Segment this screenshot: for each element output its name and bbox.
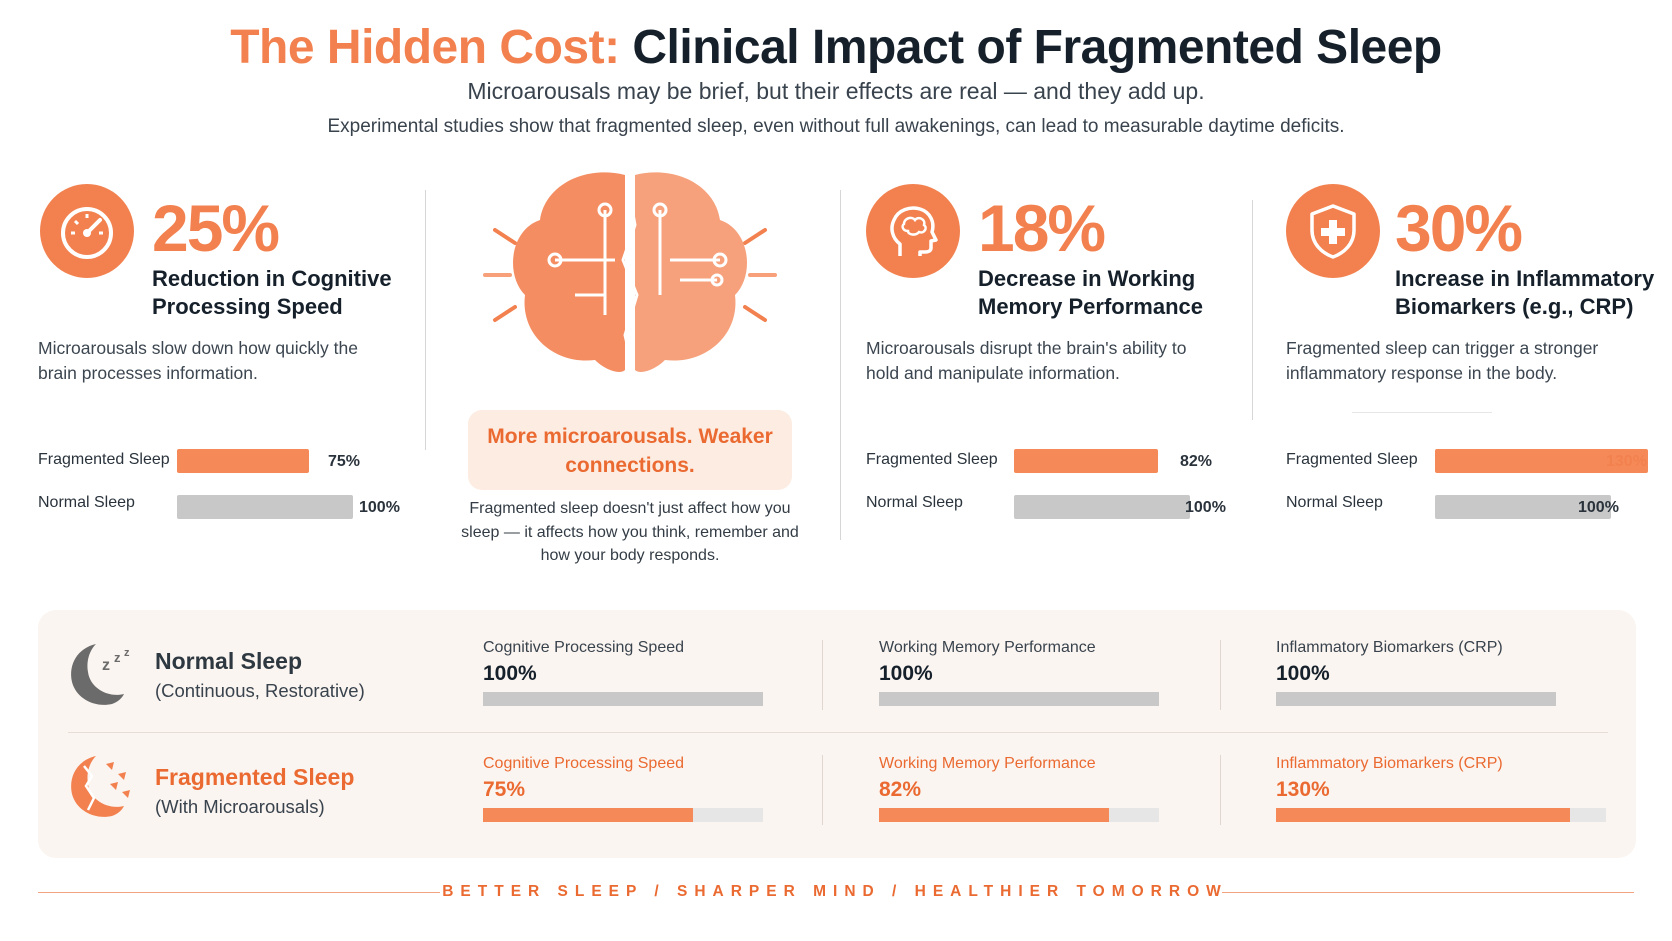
bar-value-normal: 100% <box>1578 499 1619 516</box>
bar-label-fragmented: Fragmented Sleep <box>866 451 998 468</box>
moon-zzz-icon: z z z <box>62 640 140 710</box>
footer-rule <box>1222 892 1634 893</box>
progress-track <box>1276 808 1606 822</box>
normal-sleep-subtitle: (Continuous, Restorative) <box>155 680 365 701</box>
bar-fragmented-memory <box>1014 449 1158 473</box>
column-divider <box>1220 640 1221 710</box>
metric-label: Cognitive Processing Speed <box>483 639 685 656</box>
title-main: Clinical Impact of Fragmented Sleep <box>632 21 1442 74</box>
progress-track <box>879 808 1159 822</box>
stat-label-inflammatory: Increase in Inflammatory Biomarkers (e.g… <box>1395 266 1655 319</box>
title-accent: The Hidden Cost: <box>230 21 620 74</box>
bar-value-fragmented: 130% <box>1606 453 1647 470</box>
stat-label-cognitive: Reduction in Cognitive Processing Speed <box>152 266 392 319</box>
row-divider <box>68 732 1608 733</box>
metric-label: Cognitive Processing Speed <box>483 755 685 772</box>
stat-desc-cognitive: Microarousals slow down how quickly the … <box>38 338 358 383</box>
bar-value-normal: 100% <box>359 499 400 516</box>
svg-text:z: z <box>124 647 130 659</box>
head-brain-icon <box>866 184 960 278</box>
subtitle: Microarousals may be brief, but their ef… <box>467 78 1205 104</box>
metric-value: 82% <box>879 778 922 801</box>
bar-value-fragmented: 75% <box>328 453 361 470</box>
bar-label-normal: Normal Sleep <box>866 494 963 511</box>
bar-fragmented-inflammatory <box>1435 449 1648 473</box>
speedometer-icon <box>40 184 134 278</box>
footer-rule <box>38 892 440 893</box>
metric-label: Inflammatory Biomarkers (CRP) <box>1276 639 1503 656</box>
divider <box>1352 412 1492 413</box>
progress-track <box>1276 692 1556 706</box>
metric-label: Working Memory Performance <box>879 755 1096 772</box>
bar-fragmented-cognitive <box>177 449 309 473</box>
column-divider <box>1252 200 1253 420</box>
footer-tagline: BETTER SLEEP / SHARPER MIND / HEALTHIER … <box>442 883 1228 900</box>
progress-track <box>879 692 1159 706</box>
bar-label-normal: Normal Sleep <box>1286 494 1383 511</box>
metric-label: Working Memory Performance <box>879 639 1096 656</box>
brain-icon <box>455 165 805 385</box>
stat-desc-inflammatory: Fragmented sleep can trigger a stronger … <box>1286 338 1599 383</box>
normal-sleep-title: Normal Sleep <box>155 648 302 674</box>
column-divider <box>1220 755 1221 825</box>
callout-description: Fragmented sleep doesn't just affect how… <box>461 500 799 564</box>
shield-plus-icon <box>1286 184 1380 278</box>
column-divider <box>425 190 426 450</box>
stat-percent-cognitive: 25% <box>152 191 280 265</box>
progress-fill-normal-inflammatory <box>1276 692 1556 706</box>
bar-normal-inflammatory <box>1435 495 1611 519</box>
metric-value: 100% <box>879 662 933 685</box>
page-title: The Hidden Cost: Clinical Impact of Frag… <box>0 20 1672 75</box>
column-divider <box>822 755 823 825</box>
metric-value: 100% <box>1276 662 1330 685</box>
broken-moon-icon <box>62 752 140 824</box>
column-divider <box>840 190 841 540</box>
stat-desc-memory: Microarousals disrupt the brain's abilit… <box>866 338 1187 383</box>
intro-text: Experimental studies show that fragmente… <box>327 116 1345 137</box>
bar-normal-cognitive <box>177 495 353 519</box>
bar-value-fragmented: 82% <box>1180 453 1213 470</box>
metric-value: 130% <box>1276 778 1330 801</box>
metric-value: 75% <box>483 778 526 801</box>
bar-label-fragmented: Fragmented Sleep <box>38 451 170 468</box>
svg-text:z: z <box>114 650 121 665</box>
progress-fill-fragmented-memory <box>879 808 1109 822</box>
callout-box: More microarousals. Weaker connections. <box>468 410 792 490</box>
stat-percent-inflammatory: 30% <box>1395 191 1523 265</box>
stat-percent-memory: 18% <box>978 191 1106 265</box>
fragmented-sleep-title: Fragmented Sleep <box>155 764 355 790</box>
bar-label-fragmented: Fragmented Sleep <box>1286 451 1418 468</box>
bar-normal-memory <box>1014 495 1190 519</box>
stat-label-memory: Decrease in Working Memory Performance <box>978 266 1203 319</box>
svg-text:z: z <box>102 657 110 674</box>
progress-track <box>483 692 763 706</box>
bar-value-normal: 100% <box>1185 499 1226 516</box>
metric-label: Inflammatory Biomarkers (CRP) <box>1276 755 1503 772</box>
progress-fill-fragmented-inflammatory <box>1276 808 1570 822</box>
bar-label-normal: Normal Sleep <box>38 494 135 511</box>
metric-value: 100% <box>483 662 537 685</box>
progress-fill-normal-memory <box>879 692 1159 706</box>
fragmented-sleep-subtitle: (With Microarousals) <box>155 796 325 817</box>
progress-fill-fragmented-cognitive <box>483 808 693 822</box>
progress-fill-normal-cognitive <box>483 692 763 706</box>
column-divider <box>822 640 823 710</box>
progress-track <box>483 808 763 822</box>
